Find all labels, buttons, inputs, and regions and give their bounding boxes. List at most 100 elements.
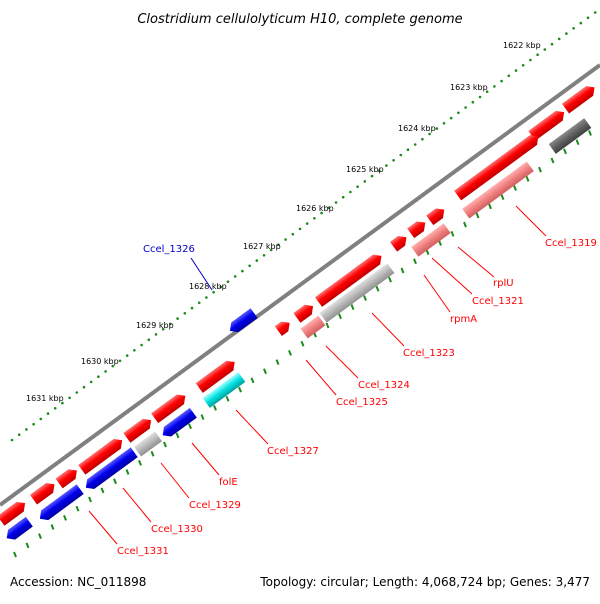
cds-arrow[interactable] [390, 232, 410, 252]
rna-bar[interactable] [462, 161, 534, 219]
scale-dot [284, 238, 287, 241]
scale-tick-mark [350, 304, 355, 310]
cds-arrow[interactable] [293, 301, 316, 323]
scale-dot [320, 211, 323, 215]
label-leader-line [190, 257, 213, 291]
scale-dot [327, 206, 331, 210]
scale-tick-mark [100, 487, 105, 494]
scale-tick-mark [163, 441, 167, 448]
scale-dot [305, 222, 309, 225]
cds-arrow-reverse[interactable] [36, 484, 84, 523]
scale-dot [89, 380, 93, 384]
scale-tick-mark [488, 203, 492, 210]
scale-dot [579, 21, 583, 25]
scale-tick-mark [463, 221, 467, 228]
cds-arrow[interactable] [29, 479, 58, 505]
gene-label[interactable]: Ccel_1330 [151, 524, 203, 535]
scale-tick-mark [550, 157, 555, 164]
scale-tick-mark [400, 267, 405, 274]
label-leader-line [305, 359, 337, 396]
cds-arrow-reverse[interactable] [159, 407, 197, 440]
gene-label[interactable]: Ccel_1329 [189, 500, 241, 511]
scale-dot [111, 364, 115, 368]
cds-arrow-reverse[interactable] [3, 516, 33, 543]
scale-tick-mark [138, 460, 142, 466]
feature-bar[interactable] [319, 263, 395, 323]
scale-ticks: 1622 kbp 1623 kbp 1624 kbp 1625 kbp 1626 kbp… [10, 11, 597, 558]
scale-dot [147, 338, 151, 342]
cds-arrow[interactable] [315, 251, 385, 307]
scale-tick-mark [88, 496, 92, 503]
scale-tick-mark [238, 386, 242, 393]
rna-bar[interactable] [300, 315, 326, 339]
scale-dot [377, 169, 381, 173]
genome-summary-text: Topology: circular; Length: 4,068,724 bp… [259, 575, 590, 589]
scale-tick-mark [513, 185, 517, 191]
gene-label[interactable]: Ccel_1324 [358, 380, 410, 391]
scale-dot [298, 227, 302, 231]
gene-label[interactable]: Ccel_1326 [143, 244, 195, 255]
cds-arrow-reverse[interactable] [226, 308, 258, 335]
scale-dot [543, 48, 547, 51]
gene-label[interactable]: Ccel_1325 [336, 397, 388, 408]
scale-dot [118, 359, 122, 363]
scale-tick-mark [188, 423, 192, 430]
cds-arrow[interactable] [123, 415, 154, 443]
gene-label[interactable]: Ccel_1319 [545, 238, 597, 249]
gene-label[interactable]: rpmA [450, 314, 477, 325]
rna-bar[interactable] [411, 223, 451, 257]
scale-dot [291, 232, 295, 236]
scale-dot [565, 32, 568, 35]
label-leader-line [457, 246, 495, 278]
scale-tick-label: 1629 kbp [136, 321, 174, 330]
cds-arrow[interactable] [407, 218, 429, 239]
scale-dot [205, 296, 208, 299]
scale-tick-mark [113, 478, 117, 485]
cds-arrow[interactable] [55, 466, 81, 489]
cds-arrow[interactable] [454, 132, 542, 201]
scale-dot [226, 280, 230, 284]
scale-dot [500, 79, 503, 83]
feature-bar[interactable] [202, 372, 246, 408]
scale-dot [248, 264, 251, 268]
gene-label[interactable]: Ccel_1323 [403, 348, 455, 359]
gene-label[interactable]: Ccel_1327 [267, 446, 319, 457]
scale-tick-mark [563, 148, 567, 155]
scale-dot [572, 27, 575, 30]
scale-tick-label: 1628 kbp [189, 282, 227, 291]
scale-dot [161, 327, 165, 331]
label-leader-line [325, 345, 359, 379]
scale-tick-label: 1631 kbp [26, 394, 64, 403]
scale-dot [385, 164, 388, 167]
cds-arrow[interactable] [78, 435, 125, 475]
gene-label[interactable]: Ccel_1321 [472, 296, 524, 307]
feature-bar[interactable] [133, 431, 163, 457]
scale-dot [241, 269, 244, 273]
scale-dot [428, 132, 431, 136]
cds-arrow[interactable] [0, 498, 29, 526]
cds-arrow[interactable] [195, 357, 239, 393]
scale-dot [39, 417, 43, 421]
scale-dot [485, 90, 489, 93]
cds-arrow[interactable] [528, 107, 567, 141]
label-leader-line [160, 462, 190, 499]
cds-arrow[interactable] [274, 318, 293, 336]
scale-dot [176, 317, 179, 320]
scale-tick-mark [213, 405, 217, 411]
scale-tick-mark [288, 350, 292, 356]
scale-dot [507, 74, 511, 78]
scale-dot [53, 407, 57, 410]
scale-dot [593, 11, 597, 14]
label-leader-line [431, 257, 473, 295]
scale-dot [313, 217, 316, 220]
cds-arrow[interactable] [426, 205, 448, 226]
gene-label[interactable]: Ccel_1331 [117, 546, 169, 557]
scale-dot [413, 143, 417, 146]
cds-arrow-reverse[interactable] [82, 447, 138, 492]
gene-label[interactable]: folE [219, 477, 238, 488]
cds-arrow[interactable] [561, 83, 598, 114]
gene-label[interactable]: rplU [493, 278, 514, 289]
cds-arrow[interactable] [151, 391, 189, 424]
feature-bar[interactable] [548, 118, 592, 154]
scale-dot [550, 42, 554, 46]
